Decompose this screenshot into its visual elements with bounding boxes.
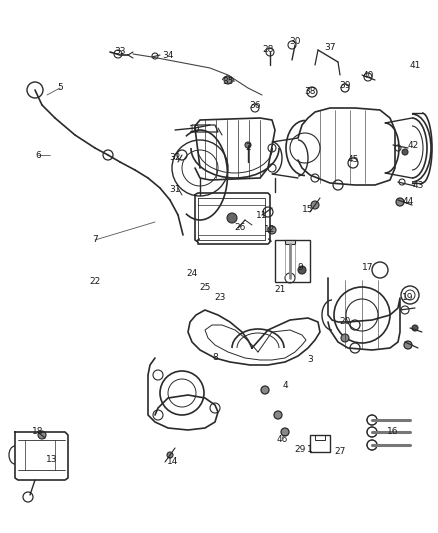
Text: 30: 30 <box>289 37 301 46</box>
Text: 6: 6 <box>35 150 41 159</box>
Circle shape <box>261 386 269 394</box>
Circle shape <box>268 226 276 234</box>
Text: 23: 23 <box>214 294 226 303</box>
Circle shape <box>227 213 237 223</box>
Text: 9: 9 <box>297 263 303 272</box>
Text: 32: 32 <box>170 154 181 163</box>
Text: 1: 1 <box>307 446 313 455</box>
Text: 15: 15 <box>302 206 314 214</box>
Circle shape <box>224 76 232 84</box>
Text: 11: 11 <box>256 211 268 220</box>
Text: 20: 20 <box>339 318 351 327</box>
Circle shape <box>281 428 289 436</box>
Text: 34: 34 <box>162 51 174 60</box>
Text: 7: 7 <box>92 236 98 245</box>
Text: 10: 10 <box>189 125 201 134</box>
Circle shape <box>402 149 408 155</box>
Circle shape <box>167 452 173 458</box>
Text: 29: 29 <box>294 446 306 455</box>
Text: 5: 5 <box>57 84 63 93</box>
Text: 39: 39 <box>339 80 351 90</box>
Text: 33: 33 <box>114 47 126 56</box>
Text: 36: 36 <box>249 101 261 109</box>
Circle shape <box>298 266 306 274</box>
Text: 16: 16 <box>387 427 399 437</box>
Text: 31: 31 <box>169 185 181 195</box>
Text: 38: 38 <box>304 87 316 96</box>
Text: 37: 37 <box>324 44 336 52</box>
Text: 17: 17 <box>362 263 374 272</box>
Text: 46: 46 <box>276 435 288 445</box>
Circle shape <box>38 431 46 439</box>
Text: 14: 14 <box>167 457 179 466</box>
Text: 28: 28 <box>262 45 274 54</box>
Text: 12: 12 <box>264 225 276 235</box>
Text: 21: 21 <box>274 286 286 295</box>
Text: 4: 4 <box>282 381 288 390</box>
Text: 42: 42 <box>407 141 419 149</box>
Circle shape <box>311 201 319 209</box>
Text: 35: 35 <box>222 77 234 86</box>
Text: 19: 19 <box>402 293 414 302</box>
Polygon shape <box>285 240 295 244</box>
Text: 41: 41 <box>410 61 420 69</box>
Circle shape <box>404 341 412 349</box>
Text: 2: 2 <box>245 143 251 152</box>
Text: 18: 18 <box>32 427 44 437</box>
Text: 26: 26 <box>234 223 246 232</box>
Text: 40: 40 <box>362 70 374 79</box>
Text: 3: 3 <box>307 356 313 365</box>
Circle shape <box>341 334 349 342</box>
Text: 13: 13 <box>46 456 58 464</box>
Circle shape <box>396 198 404 206</box>
Text: 27: 27 <box>334 448 346 456</box>
Circle shape <box>274 411 282 419</box>
Text: 25: 25 <box>199 284 211 293</box>
Text: 24: 24 <box>187 270 198 279</box>
Circle shape <box>412 325 418 331</box>
Text: 44: 44 <box>403 198 413 206</box>
Text: 43: 43 <box>412 181 424 190</box>
Text: 22: 22 <box>89 278 101 287</box>
Circle shape <box>245 142 251 148</box>
Text: 8: 8 <box>212 353 218 362</box>
Text: 45: 45 <box>347 156 359 165</box>
